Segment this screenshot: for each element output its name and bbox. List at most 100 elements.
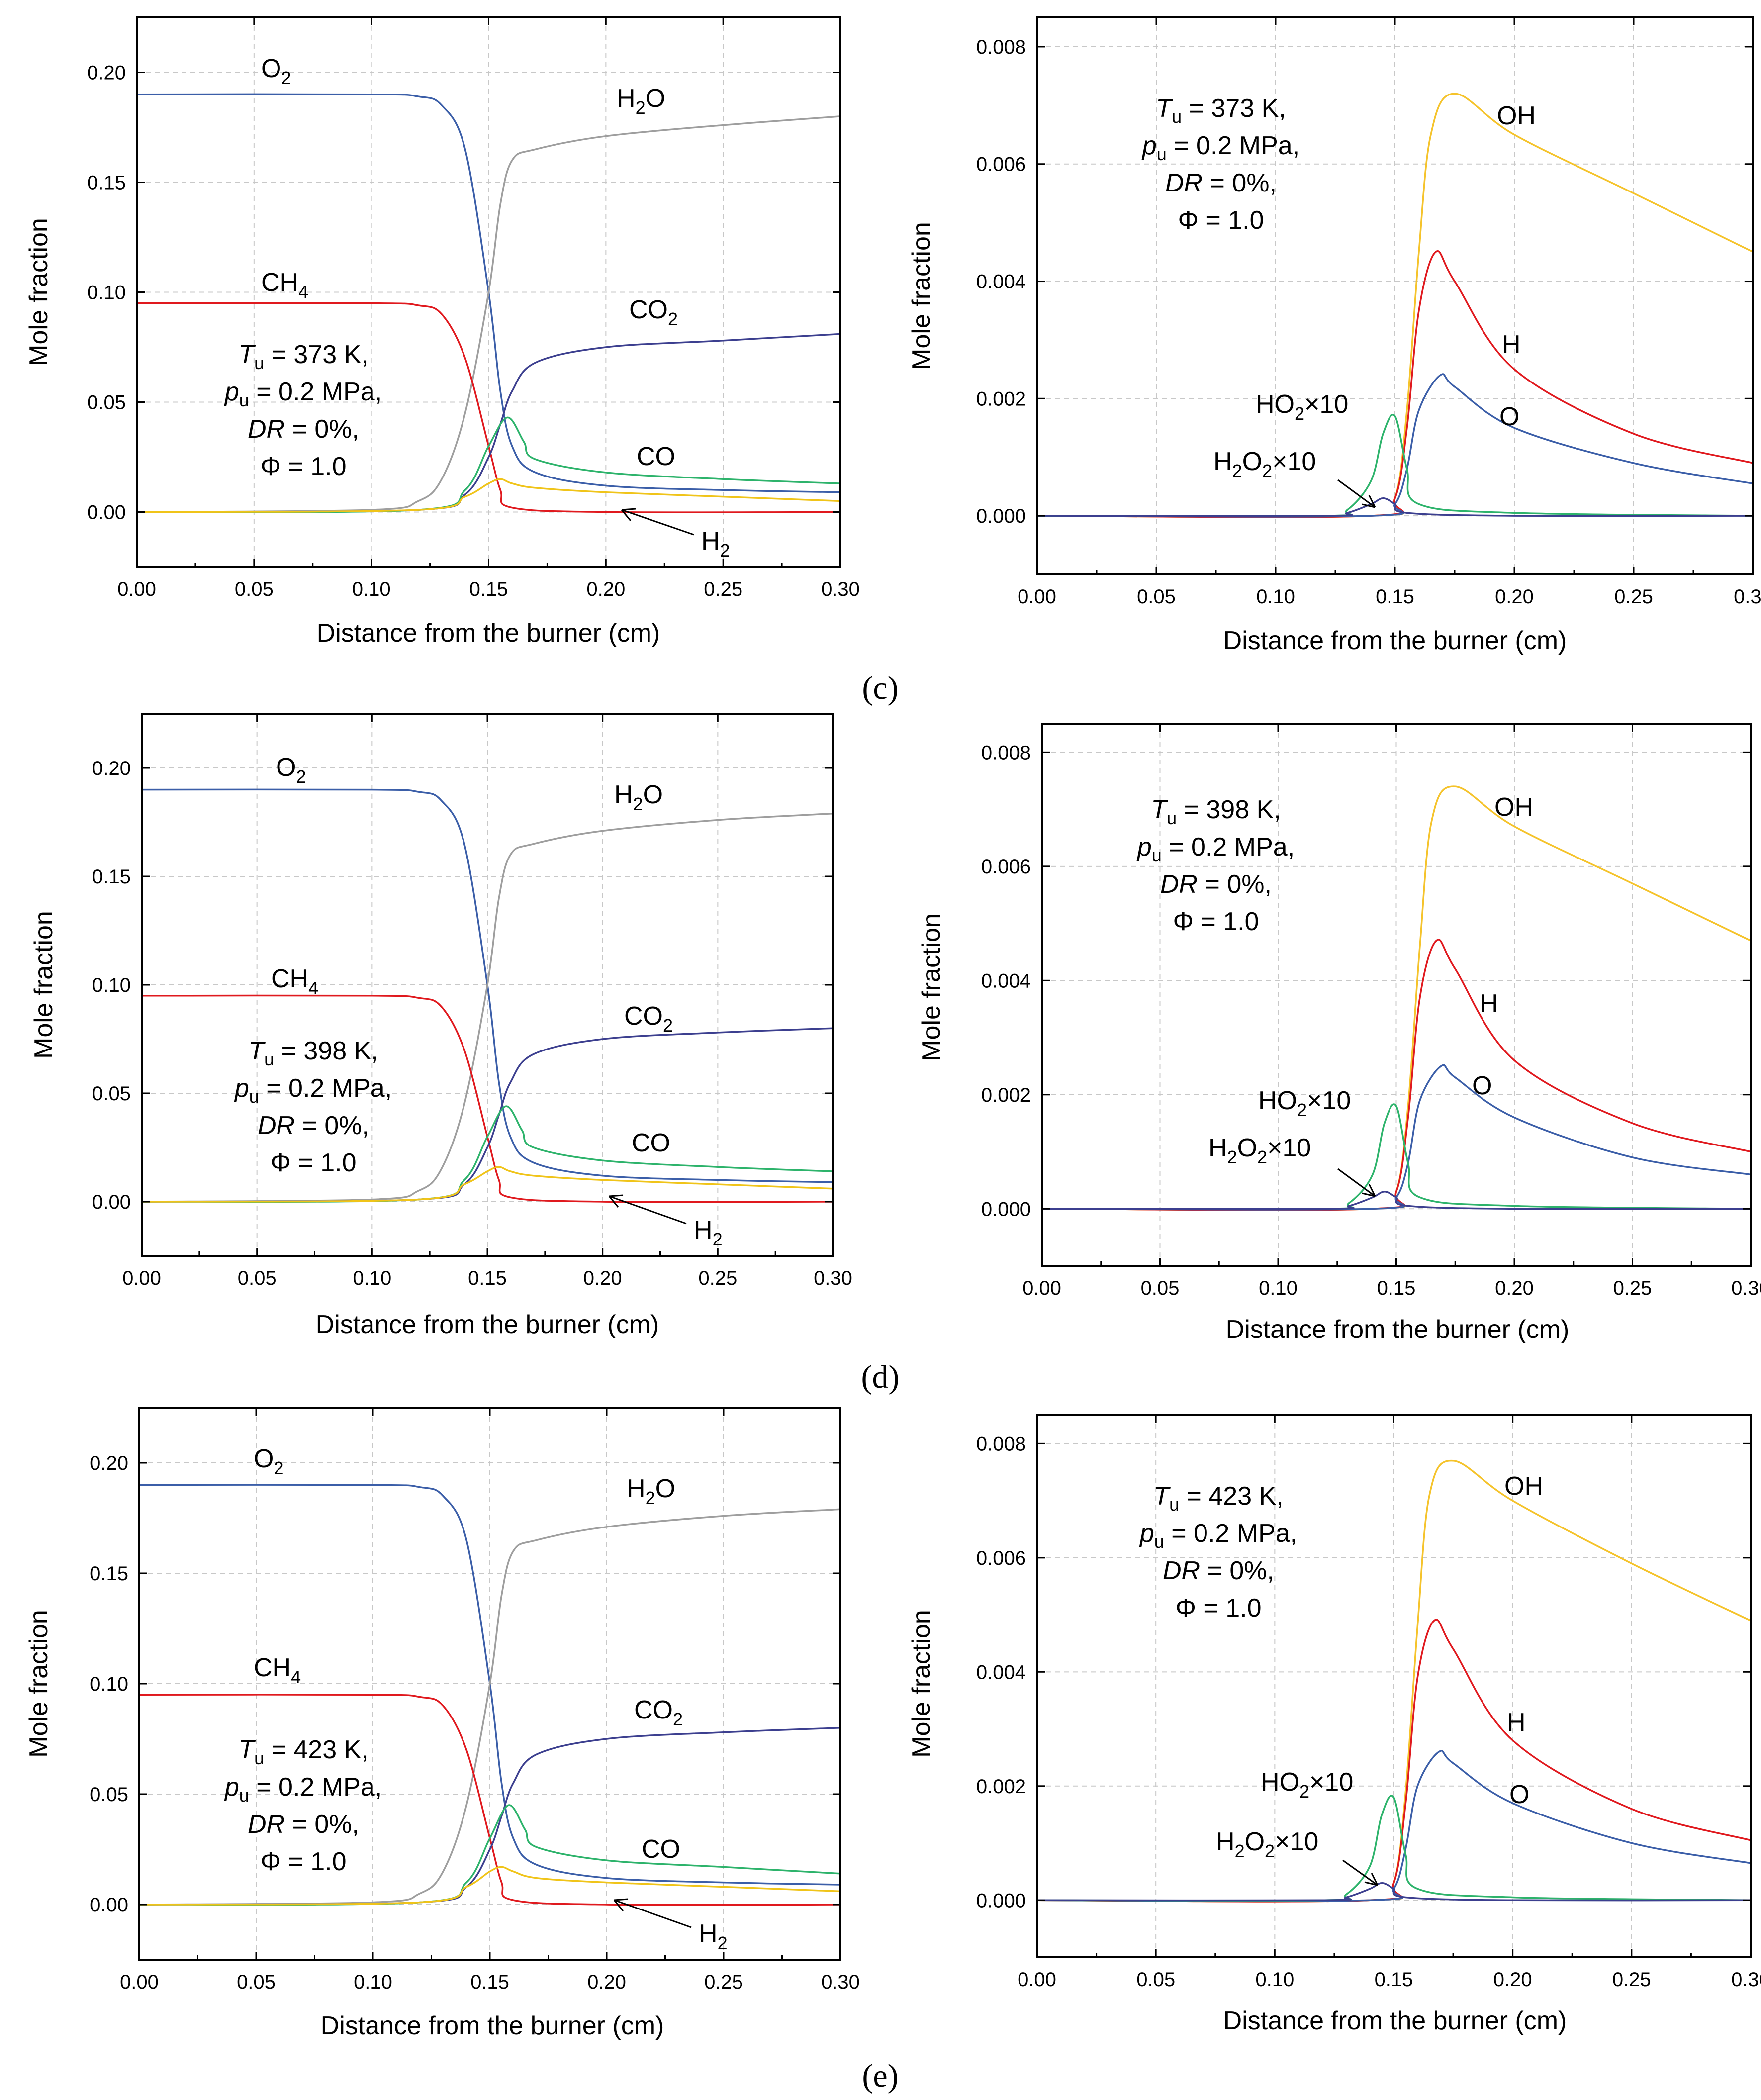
x-tick-label: 0.00 bbox=[120, 1971, 159, 1993]
condition-dr: DR = 0%, bbox=[248, 1810, 359, 1839]
x-tick-label: 0.05 bbox=[235, 578, 274, 600]
label-h2o: H2O bbox=[614, 780, 663, 814]
condition-phi: Φ = 1.0 bbox=[1175, 1594, 1261, 1623]
label-h2: H2 bbox=[701, 527, 730, 561]
h2-pointer-arrow bbox=[621, 508, 694, 536]
panel-d-right: 0.00 0.05 0.10 0.15 0.20 0.25 0.30 0.000 0.002 0.… bbox=[917, 723, 1761, 1344]
condition-dr: DR = 0%, bbox=[258, 1111, 369, 1140]
label-o: O bbox=[1472, 1071, 1492, 1100]
y-tick-label: 0.000 bbox=[981, 1198, 1031, 1220]
condition-phi: Φ = 1.0 bbox=[260, 1847, 346, 1876]
panel-d-left: 0.00 0.05 0.10 0.15 0.20 0.25 0.30 0.00 0.05 0.10… bbox=[29, 713, 852, 1339]
condition-phi: Φ = 1.0 bbox=[260, 452, 346, 481]
label-h: H bbox=[1480, 989, 1498, 1018]
label-o2: O2 bbox=[276, 753, 306, 787]
label-o2: O2 bbox=[261, 54, 291, 88]
series-lines bbox=[1036, 1459, 1751, 1903]
series-line-h2o2x10 bbox=[1041, 1191, 1751, 1210]
condition-pu: pu = 0.2 MPa, bbox=[1141, 131, 1299, 164]
y-tick-label: 0.10 bbox=[92, 974, 131, 996]
series-line-h2o bbox=[141, 812, 834, 1203]
grid bbox=[1042, 724, 1751, 1266]
x-tick-label: 0.30 bbox=[1734, 586, 1761, 608]
condition-dr: DR = 0%, bbox=[1163, 1556, 1274, 1585]
condition-dr: DR = 0%, bbox=[1160, 870, 1272, 899]
condition-phi: Φ = 1.0 bbox=[1178, 206, 1264, 235]
conditions-box: Tu = 373 K, pu = 0.2 MPa, DR = 0%, Φ = 1… bbox=[224, 340, 382, 481]
y-tick-label: 0.006 bbox=[976, 154, 1026, 176]
y-tick-label: 0.002 bbox=[981, 1084, 1031, 1106]
x-tick-label: 0.00 bbox=[1022, 1277, 1061, 1299]
label-ch4: CH4 bbox=[254, 1653, 301, 1687]
x-axis-title: Distance from the burner (cm) bbox=[1223, 626, 1567, 655]
x-tick-label: 0.15 bbox=[1376, 586, 1414, 608]
series-line-ch4 bbox=[141, 994, 834, 1203]
x-tick-label: 0.10 bbox=[1259, 1277, 1298, 1299]
axis-ticks: 0.00 0.05 0.10 0.15 0.20 0.25 0.30 0.00 0.05 0.10… bbox=[87, 17, 860, 600]
conditions-box: Tu = 398 K, pu = 0.2 MPa, DR = 0%, Φ = 1… bbox=[234, 1037, 392, 1177]
x-axis-title: Distance from the burner (cm) bbox=[1226, 1315, 1570, 1344]
series-line-o2 bbox=[141, 788, 834, 1183]
y-tick-label: 0.002 bbox=[976, 388, 1026, 410]
panel-label-e: (e) bbox=[862, 2058, 898, 2094]
series-lines bbox=[139, 1484, 841, 1906]
label-o2: O2 bbox=[254, 1444, 283, 1478]
series-line-h2o2x10 bbox=[1036, 1882, 1751, 1902]
x-tick-label: 0.15 bbox=[469, 578, 508, 600]
x-axis-title: Distance from the burner (cm) bbox=[1223, 2006, 1567, 2035]
series-line-ch4 bbox=[139, 1694, 841, 1906]
h2o2-pointer-arrow bbox=[1342, 1859, 1379, 1886]
y-tick-label: 0.008 bbox=[976, 1433, 1026, 1455]
x-tick-label: 0.10 bbox=[1255, 1969, 1294, 1991]
series-line-h bbox=[1036, 1619, 1751, 1903]
condition-pu: pu = 0.2 MPa, bbox=[224, 378, 382, 410]
axis-ticks: 0.00 0.05 0.10 0.15 0.20 0.25 0.30 0.000 0.002 0.… bbox=[976, 17, 1761, 608]
label-h2o2x10: H2O2×10 bbox=[1213, 447, 1316, 481]
y-tick-label: 0.008 bbox=[976, 36, 1026, 58]
condition-pu: pu = 0.2 MPa, bbox=[234, 1074, 392, 1107]
series-line-h2 bbox=[139, 1866, 841, 1906]
label-o: O bbox=[1509, 1780, 1529, 1809]
panel-e-right: 0.00 0.05 0.10 0.15 0.20 0.25 0.30 0.000 0.002 0.… bbox=[907, 1414, 1761, 2035]
y-tick-label: 0.05 bbox=[90, 1784, 128, 1806]
series-line-h2o bbox=[136, 115, 841, 513]
x-tick-label: 0.20 bbox=[587, 1971, 626, 1993]
label-co: CO bbox=[642, 1835, 680, 1864]
y-axis-title: Mole fraction bbox=[24, 218, 53, 366]
y-tick-label: 0.004 bbox=[976, 271, 1026, 293]
x-tick-label: 0.25 bbox=[698, 1267, 737, 1289]
series-line-ch4 bbox=[136, 302, 841, 513]
y-tick-label: 0.10 bbox=[87, 282, 126, 304]
panel-c-left: 0.00 0.05 0.10 0.15 0.20 0.25 0.30 0.00 0.05 0.10… bbox=[24, 16, 860, 648]
panel-label-d: (d) bbox=[861, 1359, 900, 1395]
label-h: H bbox=[1502, 330, 1521, 359]
x-tick-label: 0.05 bbox=[1137, 586, 1176, 608]
y-tick-label: 0.00 bbox=[87, 502, 126, 524]
y-tick-label: 0.00 bbox=[92, 1191, 131, 1213]
series-line-h2o bbox=[139, 1508, 841, 1906]
x-tick-label: 0.30 bbox=[814, 1267, 852, 1289]
x-tick-label: 0.00 bbox=[122, 1267, 161, 1289]
x-tick-label: 0.20 bbox=[1495, 586, 1534, 608]
x-tick-label: 0.15 bbox=[1375, 1969, 1413, 1991]
label-h2: H2 bbox=[694, 1216, 723, 1249]
y-tick-label: 0.10 bbox=[90, 1673, 128, 1695]
x-tick-label: 0.30 bbox=[1731, 1277, 1761, 1299]
x-axis-title: Distance from the burner (cm) bbox=[321, 2011, 664, 2040]
y-tick-label: 0.006 bbox=[976, 1547, 1026, 1569]
series-line-h2 bbox=[141, 1166, 834, 1203]
grid bbox=[139, 1408, 840, 1960]
y-tick-label: 0.002 bbox=[976, 1776, 1026, 1798]
series-lines bbox=[141, 788, 834, 1203]
y-axis-title: Mole fraction bbox=[24, 1610, 53, 1758]
label-h2: H2 bbox=[699, 1919, 728, 1953]
label-oh: OH bbox=[1494, 793, 1533, 822]
y-tick-label: 0.004 bbox=[981, 970, 1031, 992]
y-tick-label: 0.000 bbox=[976, 505, 1026, 527]
label-co: CO bbox=[637, 442, 675, 471]
y-axis-title: Mole fraction bbox=[29, 911, 58, 1059]
condition-phi: Φ = 1.0 bbox=[1173, 907, 1259, 936]
conditions-box: Tu = 398 K, pu = 0.2 MPa, DR = 0%, Φ = 1… bbox=[1136, 795, 1295, 936]
condition-dr: DR = 0%, bbox=[1165, 169, 1277, 197]
x-tick-label: 0.00 bbox=[1018, 586, 1056, 608]
